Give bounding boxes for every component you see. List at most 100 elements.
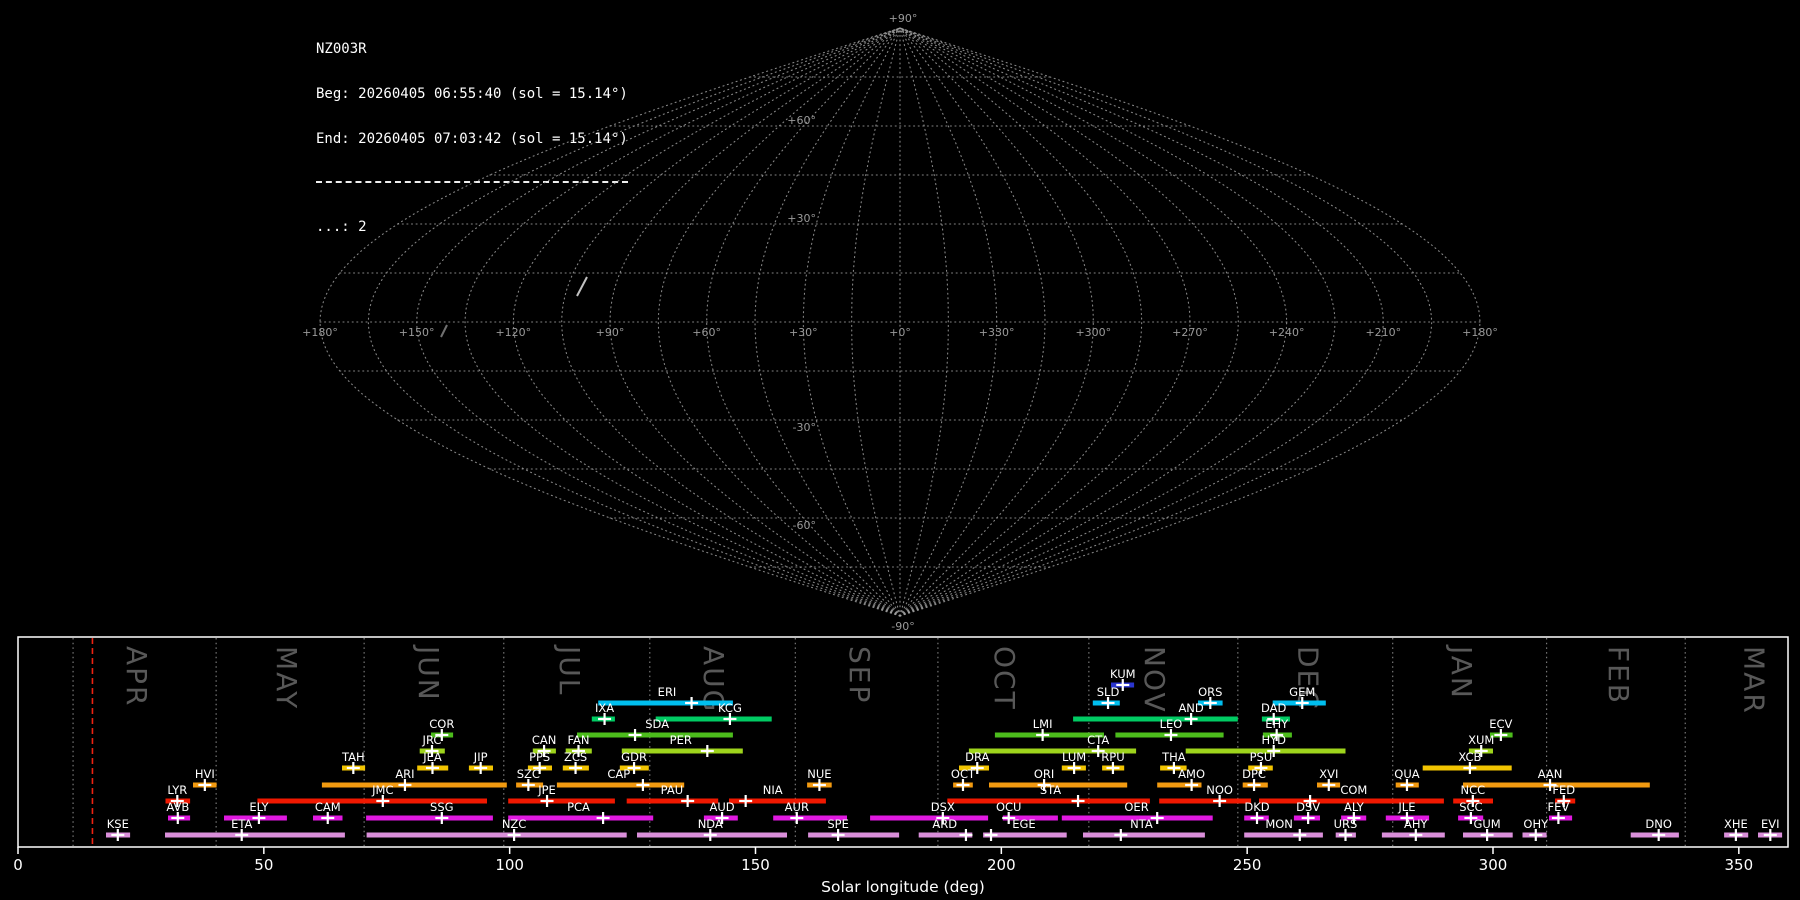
shower-code-label: ECV: [1489, 717, 1512, 731]
shower-PCA: PCA: [508, 800, 654, 824]
shower-activity-bar: [165, 832, 345, 838]
shower-OCT: OCT: [951, 767, 976, 791]
map-longitude-label: +210°: [1365, 326, 1401, 339]
shower-code-label: FEV: [1548, 800, 1570, 814]
shower-code-label: STA: [1040, 783, 1061, 797]
shower-code-label: SDA: [645, 717, 669, 731]
shower-NDA: NDA: [637, 817, 787, 841]
shower-code-label: TAH: [341, 750, 365, 764]
shower-code-label: AVB: [166, 800, 189, 814]
shower-code-label: PSU: [1250, 750, 1273, 764]
shower-activity-bar: [321, 782, 507, 788]
map-longitude-label: +180°: [302, 326, 338, 339]
shower-code-label: XVI: [1319, 767, 1338, 781]
shower-code-label: EVI: [1761, 817, 1780, 831]
shower-NIA: NIA: [729, 783, 826, 807]
shower-NOO: NOO: [1159, 783, 1252, 807]
shower-code-label: JPE: [537, 783, 556, 797]
shower-COR: COR: [429, 717, 454, 741]
shower-activity-bar: [773, 815, 847, 821]
row-plum: KSE ETA NZC NDA SPE ARD EGE NTA MON URS AHY GUM OHY D…: [106, 817, 1783, 841]
shower-activity-bar: [621, 748, 743, 754]
shower-code-label: CTA: [1087, 733, 1109, 747]
shower-code-label: OER: [1124, 800, 1148, 814]
shower-ORS: ORS: [1198, 685, 1223, 709]
shower-code-label: XUM: [1468, 733, 1494, 747]
shower-activity-bar: [1157, 782, 1202, 788]
x-axis-tick-label: 150: [741, 856, 770, 874]
shower-FEV: FEV: [1548, 800, 1573, 824]
row-blue: KUM: [1110, 667, 1136, 691]
map-longitude-label: +270°: [1172, 326, 1208, 339]
x-axis-tick-label: 300: [1479, 856, 1508, 874]
shower-ETA: ETA: [165, 817, 345, 841]
shower-code-label: URS: [1334, 817, 1358, 831]
shower-code-label: FED: [1552, 783, 1575, 797]
shower-code-label: KSE: [107, 817, 129, 831]
shower-JRC: JRC: [419, 733, 445, 757]
map-longitude-label: +300°: [1075, 326, 1111, 339]
row-red: LYR JMC JPE PAU NIA STA NOO COM NCC FED: [165, 783, 1575, 807]
shower-HVI: HVI: [193, 767, 217, 791]
shower-LMI: LMI: [994, 717, 1104, 741]
shower-LYR: LYR: [165, 783, 191, 807]
shower-activity-bar: [729, 798, 826, 804]
month-label: NOV: [1138, 646, 1171, 714]
shower-SZC: SZC: [516, 767, 544, 791]
shower-JMC: JMC: [257, 783, 487, 807]
shower-KUM: KUM: [1110, 667, 1136, 691]
row-cyan: ERI SLD ORS GEM: [598, 685, 1326, 709]
shower-SLD: SLD: [1092, 685, 1120, 709]
month-label: JUN: [412, 644, 445, 702]
shower-code-label: LMI: [1033, 717, 1053, 731]
shower-code-label: ARI: [395, 767, 414, 781]
shower-code-label: PCA: [567, 800, 590, 814]
shower-PPS: PPS: [527, 750, 552, 774]
shower-code-label: RPU: [1101, 750, 1124, 764]
shower-ELY: ELY: [224, 800, 287, 824]
shower-QUA: QUA: [1394, 767, 1420, 791]
shower-NUE: NUE: [807, 767, 832, 791]
month-label: DEC: [1292, 646, 1325, 711]
map-meridian-line: [561, 27, 901, 617]
shower-code-label: NIA: [763, 783, 783, 797]
shower-code-label: DSV: [1296, 800, 1320, 814]
shower-OCU: OCU: [996, 800, 1058, 824]
shower-SPE: SPE: [808, 817, 900, 841]
map-latitude-label: +90°: [889, 12, 918, 25]
shower-ARI: ARI: [321, 767, 507, 791]
shower-code-label: NOO: [1206, 783, 1233, 797]
shower-AND: AND: [1073, 701, 1238, 725]
shower-EHY: EHY: [1262, 717, 1292, 741]
shower-code-label: AUD: [709, 800, 734, 814]
shower-activity-bar: [577, 732, 733, 738]
timeline-frame: [17, 636, 1789, 848]
shower-code-label: NZC: [502, 817, 527, 831]
shower-activity-bar: [918, 832, 973, 838]
shower-PSU: PSU: [1248, 750, 1273, 774]
shower-code-label: OCT: [951, 767, 976, 781]
month-label: MAR: [1738, 646, 1771, 715]
shower-activity-bar: [508, 798, 615, 804]
shower-SCC: SCC: [1458, 800, 1484, 824]
shower-XCB: XCB: [1422, 750, 1512, 774]
month-label: JUL: [553, 644, 586, 696]
shower-MON: MON: [1244, 817, 1323, 841]
shower-code-label: AAN: [1538, 767, 1563, 781]
shower-KSE: KSE: [106, 817, 131, 841]
map-latitude-label: -30°: [793, 421, 816, 434]
shower-ORI: ORI: [989, 767, 1128, 791]
map-meridian-line: [851, 27, 901, 617]
shower-code-label: ETA: [231, 817, 252, 831]
month-label: JAN: [1445, 644, 1478, 700]
shower-DPC: DPC: [1242, 767, 1268, 791]
meteor-trail: [576, 276, 588, 297]
shower-CAP: CAP: [556, 767, 685, 791]
map-latitude-label: -60°: [793, 519, 816, 532]
shower-DSV: DSV: [1293, 800, 1320, 824]
shower-CTA: CTA: [968, 733, 1137, 757]
shower-activity-bar: [808, 832, 900, 838]
shower-code-label: NDA: [698, 817, 723, 831]
station-id: NZ003R: [316, 41, 367, 57]
